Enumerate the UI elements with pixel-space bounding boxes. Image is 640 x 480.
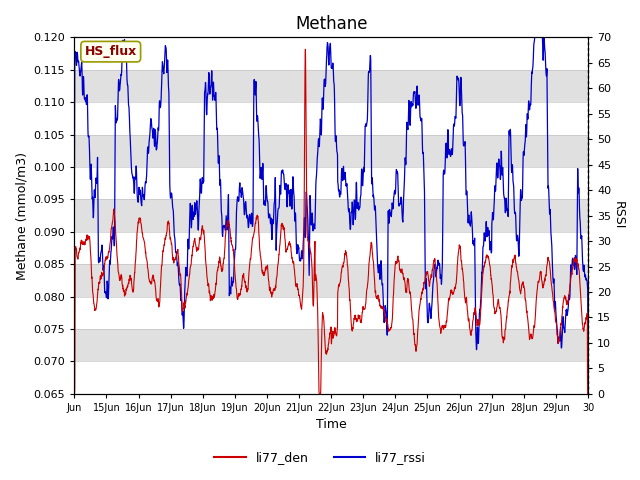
X-axis label: Time: Time <box>316 419 346 432</box>
Bar <box>74 134 588 167</box>
Legend: li77_den, li77_rssi: li77_den, li77_rssi <box>209 446 431 469</box>
Text: HS_flux: HS_flux <box>84 45 137 58</box>
Bar <box>74 264 588 297</box>
Bar <box>74 329 588 361</box>
Y-axis label: Methane (mmol/m3): Methane (mmol/m3) <box>15 152 28 279</box>
Y-axis label: RSSI: RSSI <box>612 202 625 230</box>
Bar <box>74 70 588 102</box>
Bar <box>74 199 588 232</box>
Title: Methane: Methane <box>295 15 367 33</box>
